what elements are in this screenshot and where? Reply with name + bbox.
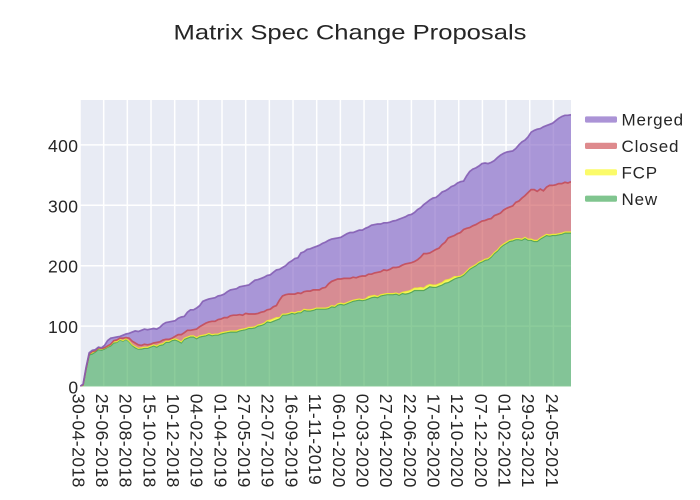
svg-text:10-12-2018: 10-12-2018 bbox=[163, 394, 183, 488]
svg-text:Merged: Merged bbox=[622, 111, 684, 130]
svg-text:Closed: Closed bbox=[622, 137, 680, 156]
svg-text:27-04-2020: 27-04-2020 bbox=[376, 394, 396, 488]
svg-text:02-03-2020: 02-03-2020 bbox=[352, 394, 372, 488]
svg-text:15-10-2018: 15-10-2018 bbox=[139, 394, 159, 488]
svg-text:12-10-2020: 12-10-2020 bbox=[447, 394, 467, 488]
svg-text:22-06-2020: 22-06-2020 bbox=[400, 394, 420, 488]
svg-text:04-02-2019: 04-02-2019 bbox=[187, 394, 207, 488]
svg-text:06-01-2020: 06-01-2020 bbox=[329, 394, 349, 488]
svg-text:30-04-2018: 30-04-2018 bbox=[68, 394, 88, 488]
svg-text:27-05-2019: 27-05-2019 bbox=[234, 394, 254, 488]
svg-text:200: 200 bbox=[48, 257, 79, 277]
svg-text:16-09-2019: 16-09-2019 bbox=[281, 394, 301, 488]
svg-text:New: New bbox=[622, 190, 658, 209]
svg-text:11-11-2019: 11-11-2019 bbox=[305, 394, 325, 485]
svg-text:24-05-2021: 24-05-2021 bbox=[542, 394, 562, 488]
svg-text:0: 0 bbox=[68, 378, 78, 398]
svg-text:17-08-2020: 17-08-2020 bbox=[423, 394, 443, 488]
svg-text:29-03-2021: 29-03-2021 bbox=[518, 394, 538, 488]
svg-text:01-04-2019: 01-04-2019 bbox=[210, 394, 230, 488]
svg-text:01-02-2021: 01-02-2021 bbox=[494, 394, 514, 488]
svg-text:FCP: FCP bbox=[622, 163, 658, 182]
svg-text:400: 400 bbox=[48, 136, 79, 156]
svg-text:20-08-2018: 20-08-2018 bbox=[116, 394, 136, 488]
svg-text:100: 100 bbox=[48, 317, 79, 337]
svg-text:Matrix Spec Change Proposals: Matrix Spec Change Proposals bbox=[174, 21, 527, 44]
svg-text:300: 300 bbox=[48, 196, 79, 216]
svg-text:07-12-2020: 07-12-2020 bbox=[471, 394, 491, 488]
svg-text:25-06-2018: 25-06-2018 bbox=[92, 394, 112, 488]
svg-text:22-07-2019: 22-07-2019 bbox=[258, 394, 278, 488]
